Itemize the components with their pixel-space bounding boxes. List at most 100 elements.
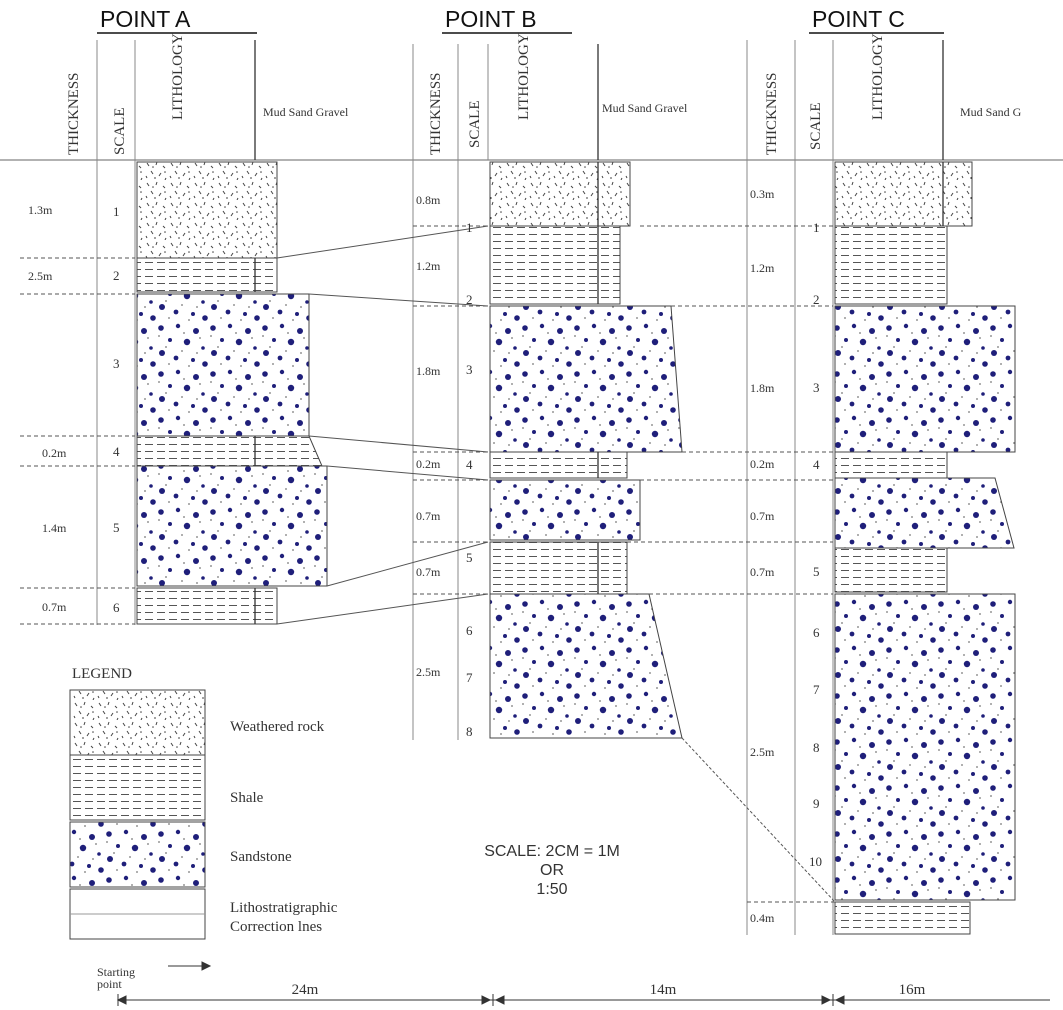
point-c-thickness-2: 1.2m (750, 261, 775, 275)
point-b-thickness-4: 0.2m (416, 457, 441, 471)
legend-swatch-shale (69, 754, 206, 821)
legend-label-correction-1: Lithostratigraphic (230, 900, 338, 916)
point-b-thickness-6: 0.7m (416, 565, 441, 579)
point-a-thickness-1: 1.3m (28, 203, 53, 217)
point-c-thickness-4: 0.2m (750, 457, 775, 471)
point-b-scale-6: 6 (466, 623, 473, 638)
point-c-title: POINT C (812, 6, 905, 32)
point-c-scale-header: SCALE (808, 102, 824, 150)
point-a-thickness-4: 1.4m (42, 521, 67, 535)
column-frame-lines (0, 40, 1063, 935)
point-a-title: POINT A (100, 6, 191, 32)
point-a-scale-header: SCALE (112, 107, 128, 155)
point-b-thickness-7: 2.5m (416, 665, 441, 679)
point-b-scale-7: 7 (466, 670, 473, 685)
point-c-scale-7: 7 (813, 682, 820, 697)
point-a-bed-3-sandstone (136, 293, 310, 437)
point-a-bed-4-shale (136, 435, 323, 467)
point-a-scale-1: 1 (113, 204, 120, 219)
point-a-thickness-3: 0.2m (42, 446, 67, 460)
legend-label-shale: Shale (230, 790, 264, 806)
distance-segment-1: 24m (292, 982, 319, 998)
point-c-scale-10: 10 (809, 854, 822, 869)
distance-segment-2: 14m (650, 982, 677, 998)
point-c-bed-8-shale (834, 901, 971, 935)
point-c-scale-4: 4 (813, 457, 820, 472)
point-c-bed-6-shale (834, 547, 948, 593)
point-b-thickness-2: 1.2m (416, 259, 441, 273)
point-b-bed-6-shale (489, 541, 628, 595)
legend-label-correction-2: Correction lnes (230, 919, 322, 935)
point-b-thickness-1: 0.8m (416, 193, 441, 207)
scale-note-line-1: SCALE: 2CM = 1M (484, 843, 620, 860)
point-b-bed-4-shale (489, 451, 628, 479)
distance-segment-3: 16m (899, 982, 926, 998)
point-b-bed-5-sandstone (489, 479, 641, 541)
point-a-thickness-5: 0.7m (42, 600, 67, 614)
point-b-lithology-header: LITHOLOGY (516, 33, 532, 120)
point-c-scale-1: 1 (813, 220, 820, 235)
point-c-scale-3: 3 (813, 380, 820, 395)
legend-label-sandstone: Sandstone (230, 849, 292, 865)
point-c-bed-3-sandstone (834, 305, 1016, 453)
point-b-scale-5: 5 (466, 550, 473, 565)
correction-lines (276, 225, 836, 903)
point-a-bed-1-weathered-rock (136, 161, 278, 259)
legend-swatch-sandstone (69, 821, 206, 888)
point-b-title: POINT B (445, 6, 537, 32)
point-b-bed-2-shale (489, 225, 621, 305)
point-a-lithology-header: LITHOLOGY (170, 33, 186, 120)
point-c-grain-header: Mud Sand G (960, 105, 1022, 119)
point-c-thickness-header: THICKNESS (764, 72, 780, 155)
point-c-thickness-7: 2.5m (750, 745, 775, 759)
point-c-scale-2: 2 (813, 292, 820, 307)
point-b-scale-8: 8 (466, 724, 473, 739)
point-c-bed-1-weathered-rock (834, 161, 973, 227)
point-c-scale-8: 8 (813, 740, 820, 755)
point-a-scale-5: 5 (113, 520, 120, 535)
point-b-scale-header: SCALE (467, 100, 483, 148)
legend-swatch-weathered-rock (69, 689, 206, 756)
point-a-thickness-2: 2.5m (28, 269, 53, 283)
point-a-scale-3: 3 (113, 356, 120, 371)
point-c-bed-7-sandstone (834, 593, 1016, 901)
point-c-thickness-5: 0.7m (750, 509, 775, 523)
point-a-scale-4: 4 (113, 444, 120, 459)
point-b-scale-2: 2 (466, 292, 473, 307)
point-c-thickness-3: 1.8m (750, 381, 775, 395)
point-a-bed-2-shale (136, 257, 278, 293)
legend-title: LEGEND (72, 666, 132, 682)
point-c-bed-2-shale (834, 225, 948, 305)
starting-point-line-2: point (97, 977, 122, 991)
point-c-thickness-8: 0.4m (750, 911, 775, 925)
point-b-bed-3-sandstone (489, 305, 683, 453)
point-a-bed-6-shale (136, 587, 278, 625)
point-c-thickness-1: 0.3m (750, 187, 775, 201)
point-c-bed-5-sandstone (834, 477, 1015, 549)
point-b-thickness-5: 0.7m (416, 509, 441, 523)
point-c-scale-5: 5 (813, 564, 820, 579)
scale-note-line-3: 1:50 (536, 881, 567, 898)
point-a-thickness-header: THICKNESS (66, 72, 82, 155)
point-c-scale-9: 9 (813, 796, 820, 811)
point-c-scale-6: 6 (813, 625, 820, 640)
point-b-grain-header: Mud Sand Gravel (602, 101, 688, 115)
point-c-bed-4-shale (834, 451, 948, 479)
legend-label-weathered-rock: Weathered rock (230, 719, 325, 735)
point-b-thickness-header: THICKNESS (428, 72, 444, 155)
point-b-scale-1: 1 (466, 220, 473, 235)
point-b-scale-4: 4 (466, 457, 473, 472)
point-b-scale-3: 3 (466, 362, 473, 377)
point-c-lithology-header: LITHOLOGY (870, 33, 886, 120)
point-b-bed-7-sandstone (489, 593, 683, 739)
point-b-thickness-3: 1.8m (416, 364, 441, 378)
point-a-scale-6: 6 (113, 600, 120, 615)
point-a-grain-header: Mud Sand Gravel (263, 105, 349, 119)
starting-point-line-1: Starting (97, 965, 135, 979)
point-a-scale-2: 2 (113, 268, 120, 283)
point-a-bed-5-sandstone (136, 465, 328, 587)
point-c-thickness-6: 0.7m (750, 565, 775, 579)
point-b-bed-1-weathered-rock (489, 161, 631, 227)
scale-note-line-2: OR (540, 862, 564, 879)
